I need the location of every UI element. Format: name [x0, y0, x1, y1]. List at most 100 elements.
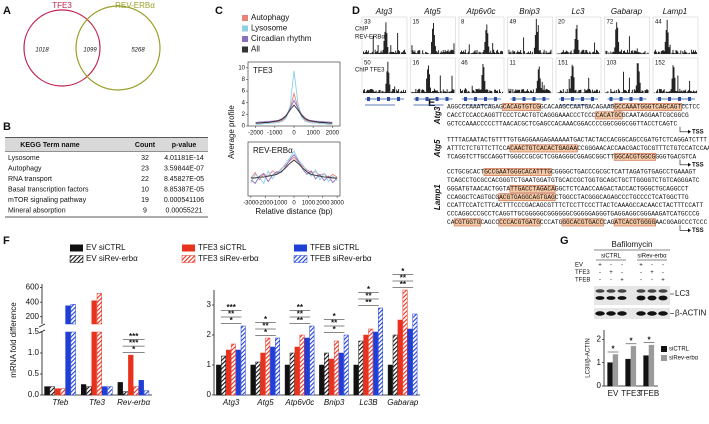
- y-axis-title: mRNA fold difference: [9, 302, 18, 378]
- gene-exon: [571, 97, 574, 101]
- x-tick-label: -2000: [248, 131, 264, 137]
- bar: [270, 346, 276, 396]
- profile-line: [250, 159, 338, 179]
- sequence: CCTCC: [681, 104, 700, 111]
- gene-exon: [494, 97, 497, 101]
- gene-exon: [678, 97, 681, 101]
- sequence: ACGTGAGGCAGTGAG: [499, 194, 555, 201]
- track-scale: 103: [607, 61, 618, 67]
- bar: [240, 325, 246, 396]
- sequence: ATCACGTGGGG: [614, 219, 655, 226]
- bar: [607, 362, 613, 387]
- bar: [60, 388, 66, 396]
- x-tick-label: Gabarap: [387, 398, 419, 407]
- bar: [353, 364, 359, 396]
- condition-mark: -: [651, 263, 653, 269]
- legend-label: TFEB siCTRL: [310, 243, 360, 252]
- significance: ***: [226, 303, 236, 312]
- bar: [284, 364, 290, 396]
- table-cell: 10: [141, 186, 149, 193]
- x-tick-label: Atg5: [256, 398, 274, 407]
- significance: *: [647, 335, 651, 344]
- x-tick-label: 0: [292, 131, 296, 137]
- sequence-gene: Atg5: [433, 139, 442, 158]
- gene-exon: [561, 97, 564, 101]
- blot-band: [606, 311, 616, 316]
- track-scale: 33: [364, 20, 371, 26]
- blot-band: [606, 289, 616, 293]
- inset-label: REV-ERBα: [253, 146, 293, 155]
- venn-label: REV-ERBα: [115, 1, 155, 10]
- track-label: ChIP TFE3: [355, 68, 385, 74]
- x-tick-label: 0: [292, 201, 296, 207]
- bar: [338, 352, 344, 396]
- table-cell: 32: [141, 155, 149, 162]
- legend-swatch: [182, 244, 195, 252]
- x-tick-label: Tfeb: [52, 398, 69, 407]
- y-tick-label: 2: [207, 330, 212, 339]
- venn-circle: [23, 9, 101, 87]
- bar: [265, 337, 271, 396]
- blot-band: [595, 311, 605, 316]
- legend-swatch: [661, 355, 667, 361]
- gene-exon: [619, 97, 623, 101]
- sequence: CCAGGCTCAGTGCG: [447, 194, 499, 201]
- legend-label: Lysosome: [251, 24, 288, 33]
- sequence-gene: Atg3: [433, 106, 442, 125]
- chip-track: [363, 61, 406, 93]
- bar: [65, 331, 71, 396]
- significance: **: [297, 303, 304, 312]
- blot-band: [636, 289, 646, 293]
- y-tick-label: 1: [207, 360, 212, 369]
- significance: *: [132, 345, 136, 354]
- gene-exon: [658, 97, 661, 101]
- y-axis-title: Average profile: [227, 105, 236, 159]
- sequence: GGCTCTCAACCAAGACTACCACTGGGCTGCAGGCCT: [555, 185, 689, 192]
- gene-exon: [435, 97, 439, 101]
- venn-circle: [75, 5, 161, 91]
- table-cell: Mineral absorption: [8, 207, 66, 214]
- bar: [324, 352, 330, 396]
- bar: [358, 340, 364, 396]
- y-tick-label: 6: [242, 89, 246, 95]
- table-cell: 8.45827E-05: [164, 176, 204, 183]
- y-tick-label: 3: [207, 300, 212, 309]
- motif-box: [509, 184, 556, 193]
- bar: [96, 293, 102, 325]
- bar: [107, 386, 113, 396]
- motif-box: [498, 218, 541, 227]
- x-tick-label: Atp6v0c: [284, 398, 314, 407]
- bar: [235, 349, 241, 396]
- legend-swatch: [293, 255, 308, 263]
- bar: [328, 358, 334, 396]
- group-label: siCTRL: [601, 254, 622, 260]
- condition-mark: -: [621, 270, 623, 276]
- track-label: ChIP: [355, 27, 368, 33]
- bar: [294, 346, 300, 396]
- blot-band: [595, 289, 605, 293]
- bar: [304, 337, 310, 396]
- legend-label: EV siCTRL: [86, 243, 126, 252]
- blot-band: [617, 289, 627, 293]
- y-tick-label: 1.5: [28, 327, 40, 336]
- significance: *: [367, 285, 371, 294]
- gene-exon: [397, 97, 400, 101]
- panel-letter: E: [428, 97, 435, 109]
- chip-track: [460, 64, 503, 93]
- track-scale: 11: [510, 61, 517, 67]
- venn-count: 5268: [131, 48, 145, 54]
- sequence: CAG: [603, 219, 614, 226]
- track-scale: 151: [558, 61, 569, 67]
- condition-mark: -: [640, 270, 642, 276]
- sequence-gene: Lamp1: [433, 184, 442, 210]
- y-tick-label: 10: [238, 65, 245, 71]
- significance: **: [400, 280, 407, 289]
- gene-exon: [474, 97, 477, 101]
- sequence: CCATTCCATCTTCACTTTCCCGACAGCGTTTCTCCTTCCC…: [447, 202, 703, 209]
- chip-track: [363, 22, 406, 54]
- bar: [96, 331, 102, 396]
- blot-band: [636, 311, 646, 316]
- profile-line: [255, 99, 333, 123]
- blot-band: [606, 296, 616, 300]
- bar: [343, 334, 349, 396]
